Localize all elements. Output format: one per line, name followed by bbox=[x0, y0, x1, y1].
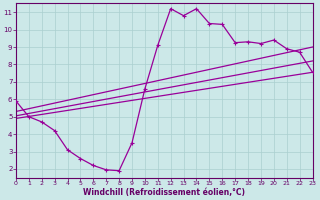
X-axis label: Windchill (Refroidissement éolien,°C): Windchill (Refroidissement éolien,°C) bbox=[83, 188, 245, 197]
